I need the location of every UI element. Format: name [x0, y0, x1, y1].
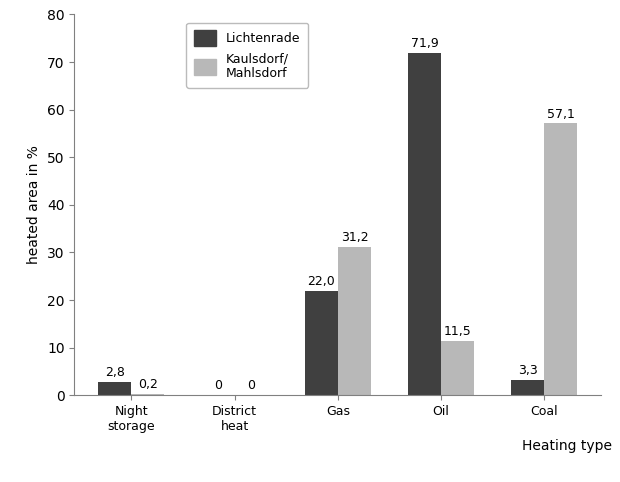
Bar	[512, 379, 544, 395]
Bar	[305, 291, 338, 395]
Text: 71,9: 71,9	[411, 37, 438, 50]
Legend: Lichtenrade, Kaulsdorf/
Mahlsdorf: Lichtenrade, Kaulsdorf/ Mahlsdorf	[186, 23, 308, 88]
Text: 2,8: 2,8	[105, 366, 125, 379]
Bar	[544, 123, 577, 395]
Bar	[338, 247, 371, 395]
Bar	[131, 394, 164, 395]
Text: 22,0: 22,0	[308, 275, 335, 288]
Bar	[99, 382, 131, 395]
Bar	[441, 340, 474, 395]
Text: 0: 0	[214, 379, 222, 392]
Text: 57,1: 57,1	[547, 107, 575, 120]
Text: 3,3: 3,3	[518, 364, 538, 376]
Y-axis label: heated area in %: heated area in %	[27, 146, 42, 264]
Text: 11,5: 11,5	[444, 325, 472, 338]
Text: 0,2: 0,2	[138, 378, 158, 391]
Bar	[408, 53, 441, 395]
Text: 31,2: 31,2	[340, 231, 368, 244]
Text: 0: 0	[247, 379, 255, 392]
X-axis label: Heating type: Heating type	[522, 439, 612, 453]
